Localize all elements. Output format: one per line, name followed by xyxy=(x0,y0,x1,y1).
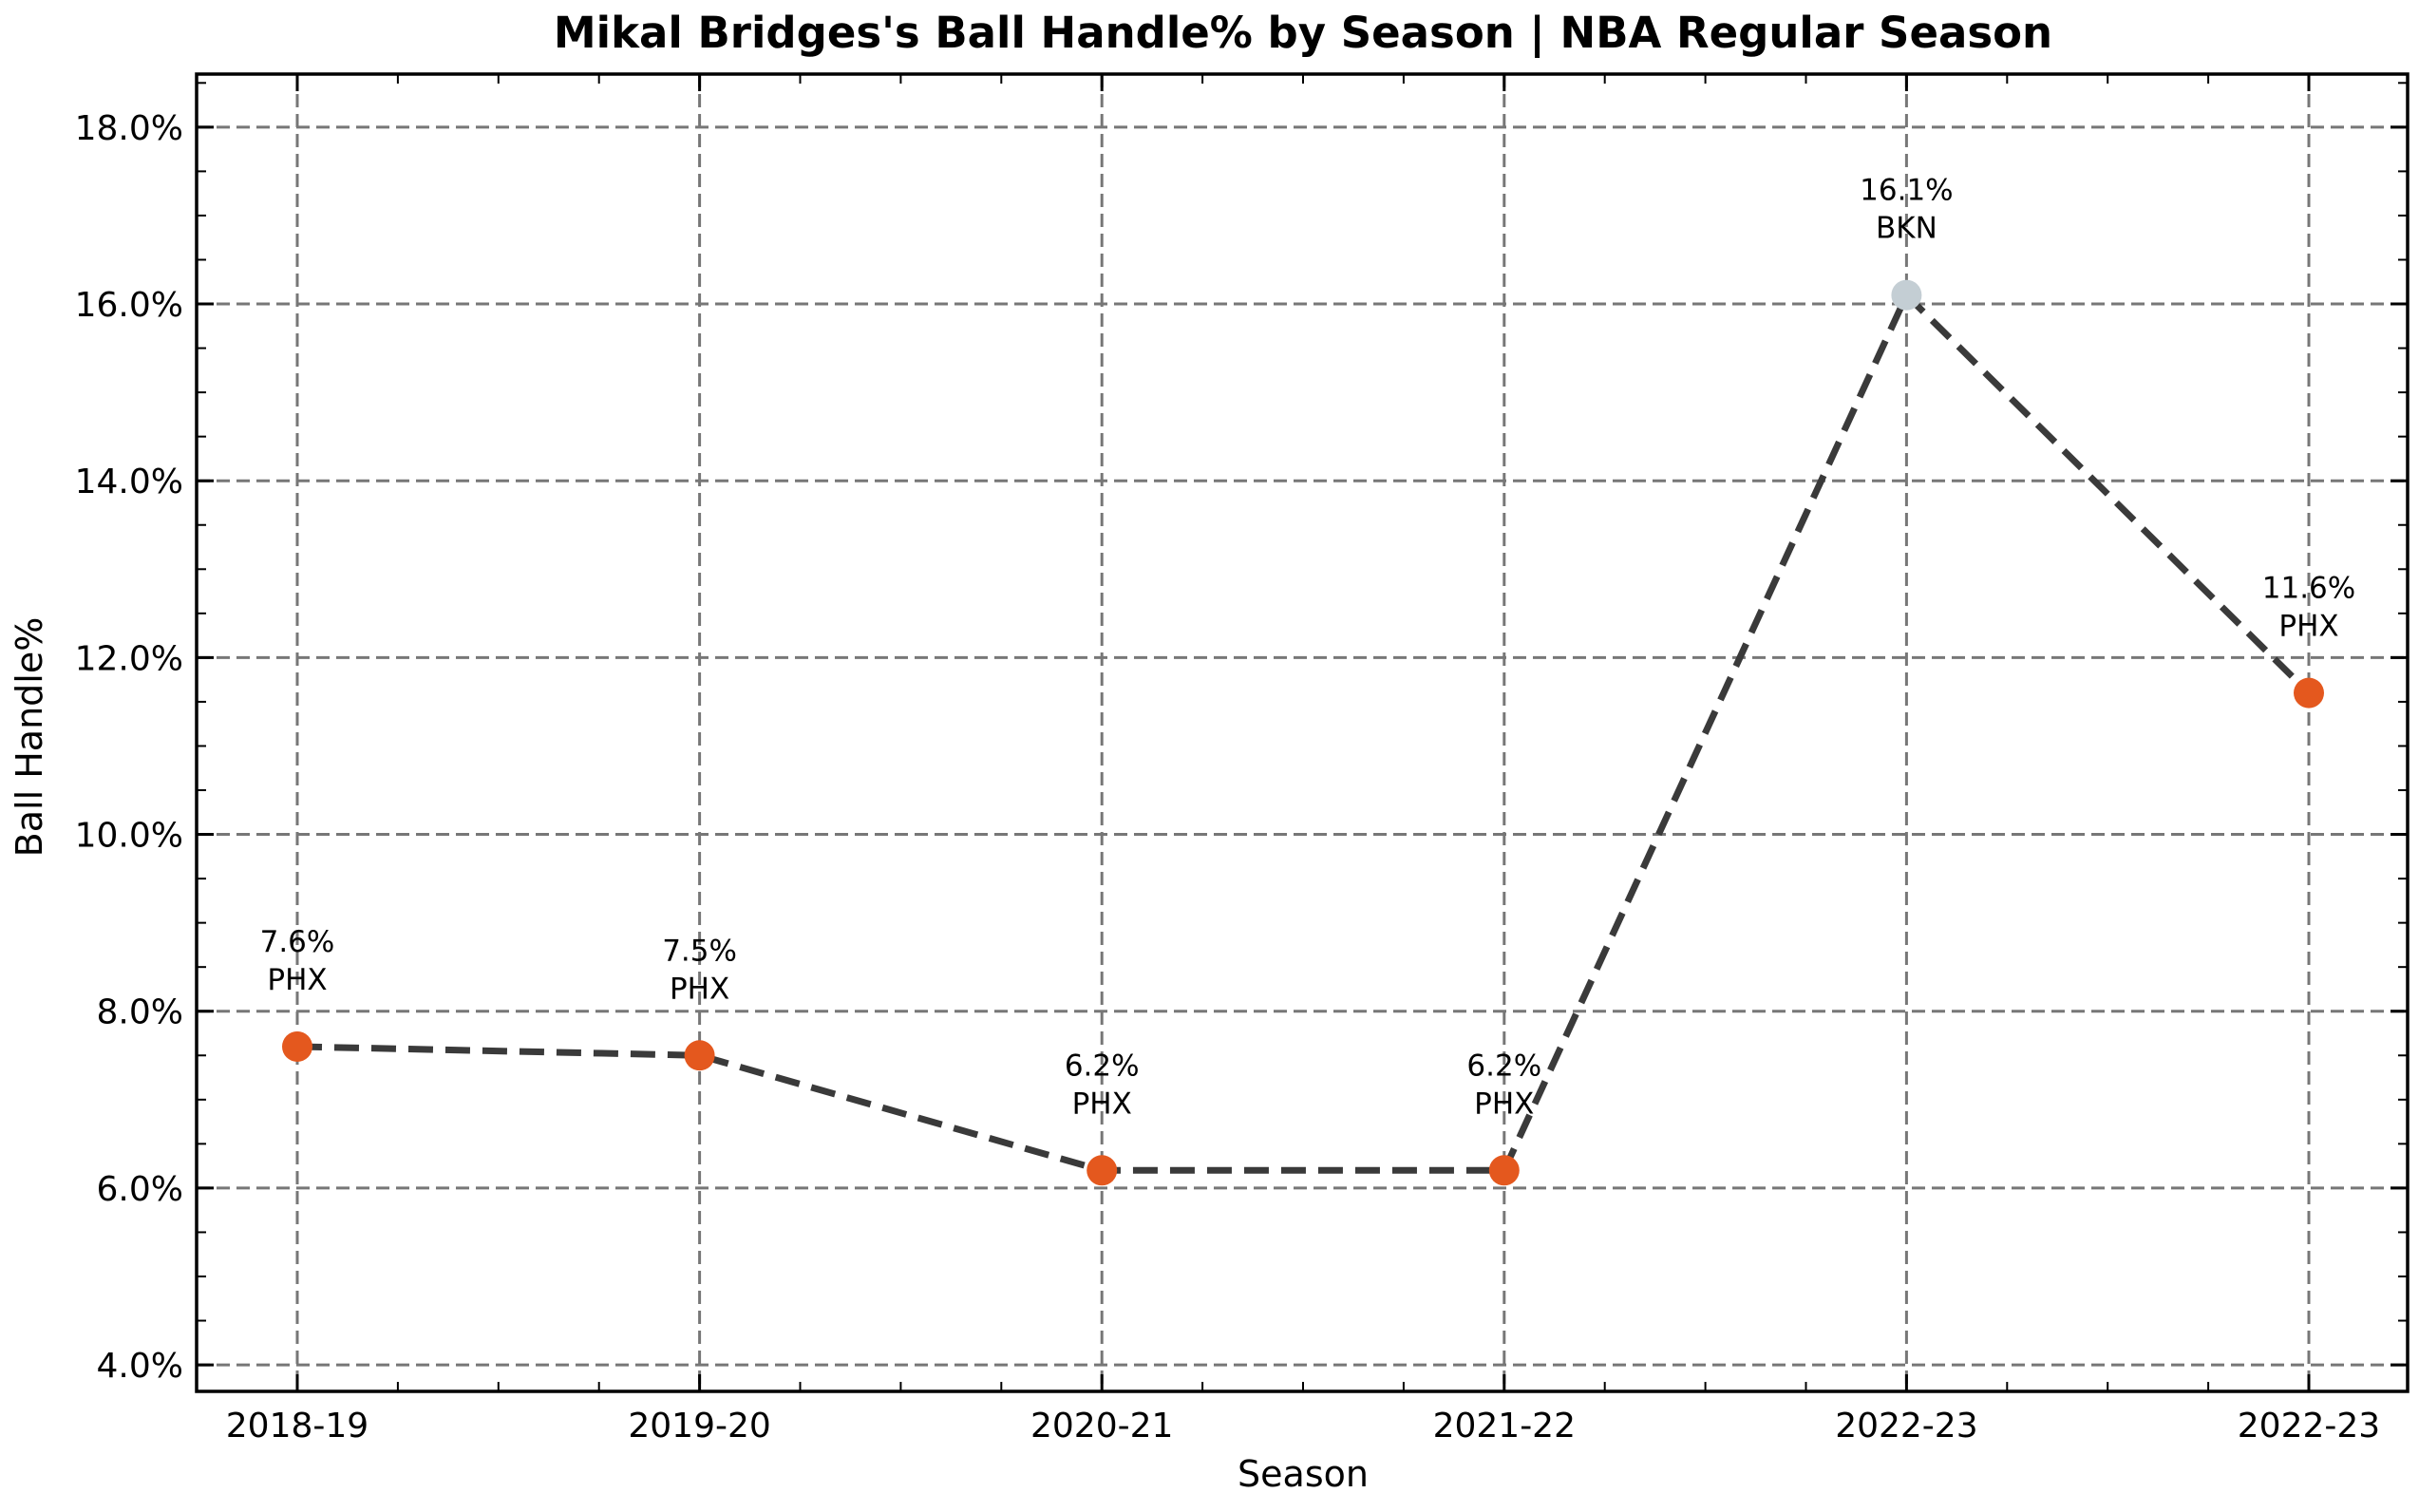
x-axis-label: Season xyxy=(1238,1453,1369,1495)
x-tick-label: 2022-23 xyxy=(1835,1407,1977,1446)
y-tick-label: 10.0% xyxy=(75,817,183,856)
y-tick-label: 16.0% xyxy=(75,286,183,325)
x-tick-label: 2022-23 xyxy=(2238,1407,2380,1446)
data-label-team: PHX xyxy=(670,972,729,1006)
data-label-value: 7.5% xyxy=(662,934,737,968)
data-point xyxy=(282,1030,312,1062)
data-label-team: PHX xyxy=(267,963,327,997)
data-label-team: PHX xyxy=(2278,610,2338,644)
y-tick-label: 14.0% xyxy=(75,463,183,501)
series-line xyxy=(296,292,2312,1174)
y-tick-label: 8.0% xyxy=(97,993,183,1032)
y-tick-label: 18.0% xyxy=(75,109,183,148)
y-tick-label: 6.0% xyxy=(97,1170,183,1209)
x-tick-label: 2018-19 xyxy=(226,1407,369,1446)
x-tick-label: 2019-20 xyxy=(628,1407,770,1446)
x-tick-label: 2020-21 xyxy=(1030,1407,1173,1446)
data-label-team: PHX xyxy=(1474,1087,1534,1121)
data-label-value: 6.2% xyxy=(1466,1049,1541,1083)
x-tick-label: 2021-22 xyxy=(1433,1407,1576,1446)
chart-title: Mikal Bridges's Ball Handle% by Season |… xyxy=(554,8,2052,58)
data-point xyxy=(684,1040,715,1071)
data-label-team: PHX xyxy=(1072,1087,1132,1121)
data-point xyxy=(1087,1155,1118,1186)
plot-frame xyxy=(195,72,2410,1393)
data-point xyxy=(1488,1155,1520,1186)
data-label-team: BKN xyxy=(1876,212,1937,246)
data-point xyxy=(2294,677,2324,709)
data-label-value: 6.2% xyxy=(1065,1049,1140,1083)
data-label-value: 16.1% xyxy=(1860,174,1953,208)
data-point xyxy=(1891,279,1922,311)
y-axis-label: Ball Handle% xyxy=(9,617,50,858)
data-label-value: 11.6% xyxy=(2262,572,2355,606)
y-tick-label: 4.0% xyxy=(97,1347,183,1386)
y-tick-label: 12.0% xyxy=(75,639,183,678)
data-label-value: 7.6% xyxy=(260,925,335,959)
